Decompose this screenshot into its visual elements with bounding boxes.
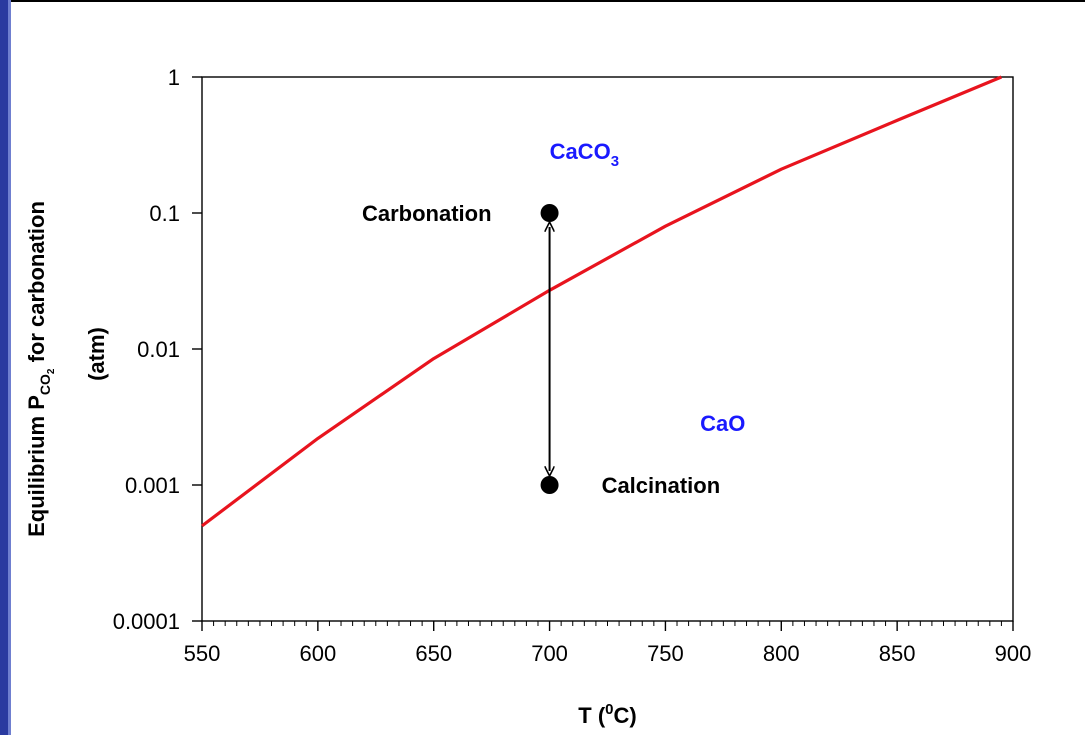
annotation-layer: Carbonation Calcination CaCO3 CaO: [362, 139, 745, 498]
calcination-point: [540, 476, 559, 494]
left-decor-bar-light: [8, 0, 11, 735]
y-tick-label: 1: [168, 65, 180, 90]
series-layer: [201, 75, 1003, 528]
carbonation-point: [540, 204, 559, 222]
x-tick-label: 900: [995, 641, 1032, 666]
x-tick-label: 550: [184, 641, 221, 666]
chart-frame: [11, 0, 1085, 735]
left-decor-bar: [0, 0, 8, 735]
x-tick-label: 750: [647, 641, 684, 666]
calcination-label: Calcination: [602, 473, 721, 498]
y-tick-label: 0.0001: [113, 609, 180, 634]
x-tick-label: 650: [415, 641, 452, 666]
carbonation-label: Carbonation: [362, 201, 492, 226]
x-axis-title: T (0C): [578, 701, 636, 728]
y-tick-label: 0.001: [125, 473, 180, 498]
y-axis-title-line2: (atm): [84, 327, 109, 381]
y-axis-title-line1: Equilibrium PCO2 for carbonation: [24, 201, 57, 537]
caco3-region-label: CaCO3: [550, 139, 619, 170]
x-tick-label: 850: [879, 641, 916, 666]
axis-titles: T (0C) Equilibrium PCO2 for carbonation (a…: [24, 201, 637, 728]
x-tick-label: 700: [531, 641, 568, 666]
x-tick-label: 600: [299, 641, 336, 666]
equilibrium-curve: [201, 75, 1003, 528]
axes: 550 600 650 700 750 800 850 900 0.0001 0.001 0.01 0…: [113, 65, 1032, 666]
y-tick-label: 0.1: [149, 201, 180, 226]
y-tick-label: 0.01: [137, 337, 180, 362]
cao-region-label: CaO: [700, 411, 745, 436]
x-tick-label: 800: [763, 641, 800, 666]
